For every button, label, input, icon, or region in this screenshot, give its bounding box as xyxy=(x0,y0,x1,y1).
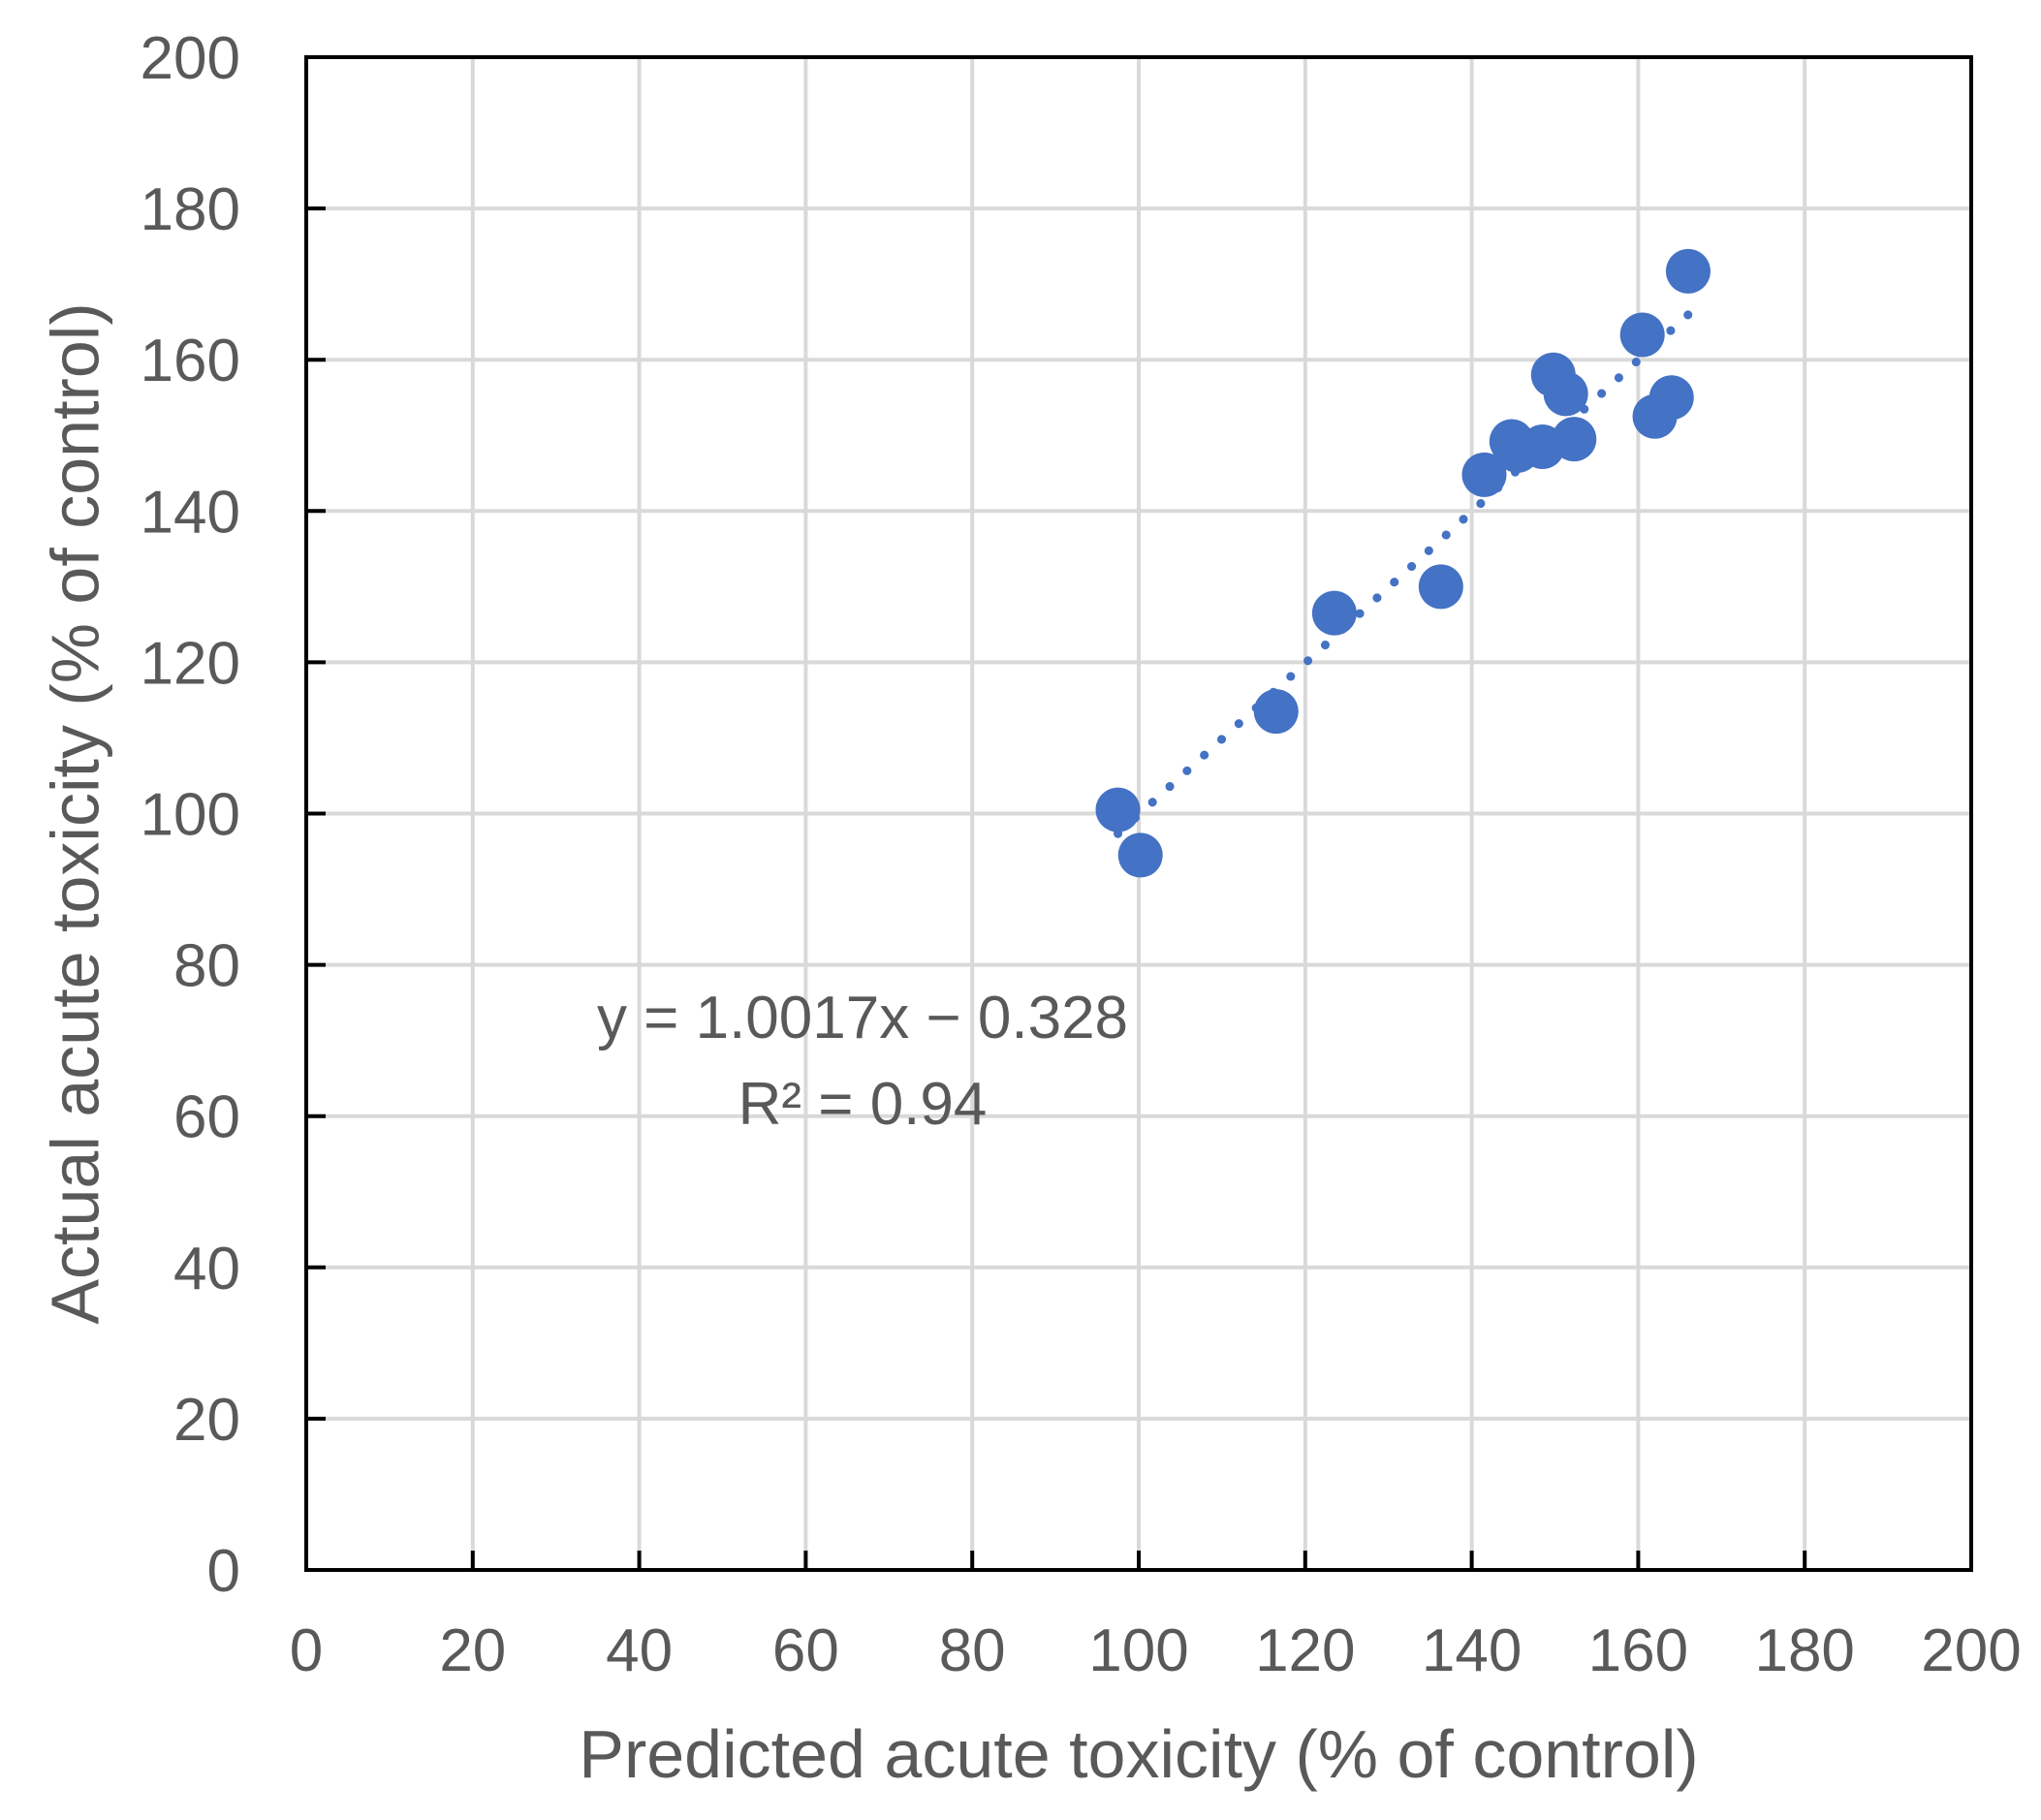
trendline-layer xyxy=(1114,310,1693,838)
y-tick-label: 180 xyxy=(141,176,240,243)
data-points xyxy=(1095,248,1711,878)
x-tick-label: 120 xyxy=(1255,1617,1355,1684)
y-tick-label: 200 xyxy=(141,25,240,92)
data-point xyxy=(1461,452,1507,497)
y-tick-label: 100 xyxy=(141,782,240,849)
tick-labels: 0 20 40 60 80 100 120 140 160 180 200 0 20 40 60 80 100 1… xyxy=(141,25,2022,1684)
y-tick-label: 140 xyxy=(141,479,240,546)
y-tick-label: 60 xyxy=(173,1084,240,1151)
axis-ticks xyxy=(304,55,1973,1572)
r-squared-label: R² = 0.94 xyxy=(738,1071,988,1138)
data-point xyxy=(1418,564,1463,610)
y-tick-label: 80 xyxy=(173,933,240,1000)
x-tick-label: 140 xyxy=(1422,1617,1522,1684)
y-tick-label: 160 xyxy=(141,328,240,394)
x-tick-label: 80 xyxy=(939,1617,1006,1684)
x-tick-label: 100 xyxy=(1088,1617,1188,1684)
data-point xyxy=(1543,371,1588,417)
y-tick-label: 120 xyxy=(141,630,240,697)
data-point xyxy=(1095,787,1141,832)
x-tick-label: 180 xyxy=(1754,1617,1854,1684)
trendline-equation: y = 1.0017x − 0.328 xyxy=(597,985,1128,1051)
data-point xyxy=(1117,832,1163,878)
x-axis-title: Predicted acute toxicity (% of control) xyxy=(579,1716,1698,1792)
x-tick-label: 0 xyxy=(290,1617,323,1684)
data-point xyxy=(1619,312,1665,358)
x-tick-label: 60 xyxy=(772,1617,839,1684)
y-tick-label: 0 xyxy=(207,1538,240,1605)
x-tick-label: 200 xyxy=(1921,1617,2021,1684)
data-point xyxy=(1311,590,1357,636)
y-tick-label: 40 xyxy=(173,1236,240,1302)
data-point xyxy=(1648,375,1694,421)
x-tick-label: 20 xyxy=(439,1617,506,1684)
y-tick-label: 20 xyxy=(173,1387,240,1454)
data-point xyxy=(1552,417,1597,462)
data-point xyxy=(1253,689,1299,735)
x-tick-label: 160 xyxy=(1588,1617,1688,1684)
trendline xyxy=(1114,310,1693,838)
data-point xyxy=(1665,248,1711,294)
x-tick-label: 40 xyxy=(606,1617,673,1684)
y-axis-title: Actual acute toxicity (% of control) xyxy=(37,302,112,1324)
